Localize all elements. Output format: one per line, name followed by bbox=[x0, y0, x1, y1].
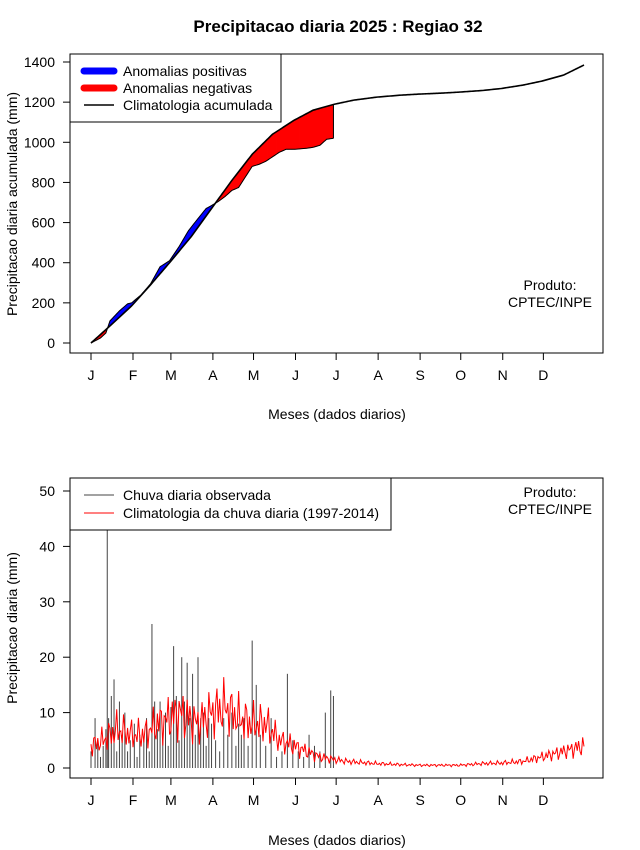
x-tick-label: D bbox=[538, 792, 548, 808]
daily-y-axis: 0 10 20 30 40 50 bbox=[39, 483, 71, 776]
x-tick-label: O bbox=[455, 367, 466, 383]
x-tick-label: A bbox=[373, 792, 383, 808]
x-tick-label: J bbox=[333, 367, 340, 383]
y-tick-label: 1000 bbox=[24, 134, 55, 150]
x-tick-label: M bbox=[165, 792, 177, 808]
accumulated-x-label: Meses (dados diarios) bbox=[268, 406, 406, 422]
daily-climatology-line bbox=[90, 677, 585, 768]
x-tick-label: J bbox=[333, 792, 340, 808]
daily-product-note-line1: Produto: bbox=[524, 484, 577, 500]
x-tick-label: M bbox=[165, 367, 177, 383]
x-tick-label: D bbox=[538, 367, 548, 383]
accumulated-y-axis: 0 200 400 600 800 1000 1200 1400 bbox=[24, 54, 71, 351]
x-tick-label: F bbox=[129, 367, 138, 383]
figure-title: Precipitacao diaria 2025 : Regiao 32 bbox=[193, 17, 482, 36]
x-tick-label: N bbox=[498, 367, 508, 383]
daily-panel: 0 10 20 30 40 50 J F M A M J J A S O N D Meses (dados di… bbox=[4, 477, 604, 848]
y-tick-label: 50 bbox=[39, 483, 55, 499]
accumulated-panel: 0 200 400 600 800 1000 1200 1400 J F M A M J J A S O N D M… bbox=[4, 53, 604, 422]
y-tick-label: 1200 bbox=[24, 94, 55, 110]
accumulated-climatology-line bbox=[90, 64, 585, 344]
x-tick-label: J bbox=[88, 367, 95, 383]
y-tick-label: 20 bbox=[39, 649, 55, 665]
legend-positive-label: Anomalias positivas bbox=[123, 63, 247, 79]
legend-daily-climatology-label: Climatologia da chuva diaria (1997-2014) bbox=[123, 505, 379, 521]
x-tick-label: J bbox=[292, 367, 299, 383]
accumulated-y-label: Precipitacao diaria acumulada (mm) bbox=[4, 92, 20, 316]
daily-product-note-line2: CPTEC/INPE bbox=[508, 501, 592, 517]
x-tick-label: J bbox=[292, 792, 299, 808]
daily-legend-box bbox=[69, 477, 392, 531]
y-tick-label: 800 bbox=[32, 174, 56, 190]
x-tick-label: S bbox=[415, 367, 424, 383]
x-tick-label: A bbox=[208, 367, 218, 383]
legend-observed-label: Chuva diaria observada bbox=[123, 487, 271, 503]
legend-climatology-label: Climatologia acumulada bbox=[123, 97, 273, 113]
y-tick-label: 200 bbox=[32, 295, 56, 311]
x-tick-label: S bbox=[415, 792, 424, 808]
y-tick-label: 1400 bbox=[24, 54, 55, 70]
x-tick-label: M bbox=[248, 792, 260, 808]
y-tick-label: 0 bbox=[47, 760, 55, 776]
product-note-line2: CPTEC/INPE bbox=[508, 294, 592, 310]
y-tick-label: 40 bbox=[39, 538, 55, 554]
x-tick-label: A bbox=[208, 792, 218, 808]
product-note-line1: Produto: bbox=[524, 277, 577, 293]
y-tick-label: 10 bbox=[39, 705, 55, 721]
x-tick-label: F bbox=[129, 792, 138, 808]
legend-negative-label: Anomalias negativas bbox=[123, 80, 252, 96]
daily-observed-bars bbox=[90, 529, 334, 768]
y-tick-label: 30 bbox=[39, 594, 55, 610]
x-tick-label: J bbox=[88, 792, 95, 808]
y-tick-label: 600 bbox=[32, 215, 56, 231]
y-tick-label: 0 bbox=[47, 335, 55, 351]
x-tick-label: M bbox=[248, 367, 260, 383]
daily-legend: Chuva diaria observada Climatologia da c… bbox=[69, 477, 392, 531]
x-tick-label: O bbox=[455, 792, 466, 808]
accumulated-observed-line bbox=[90, 137, 334, 344]
x-tick-label: A bbox=[373, 367, 383, 383]
daily-x-label: Meses (dados diarios) bbox=[268, 832, 406, 848]
daily-y-label: Precipitacao diaria (mm) bbox=[4, 552, 20, 704]
y-tick-label: 400 bbox=[32, 255, 56, 271]
accumulated-legend: Anomalias positivas Anomalias negativas … bbox=[69, 53, 282, 123]
x-tick-label: N bbox=[498, 792, 508, 808]
